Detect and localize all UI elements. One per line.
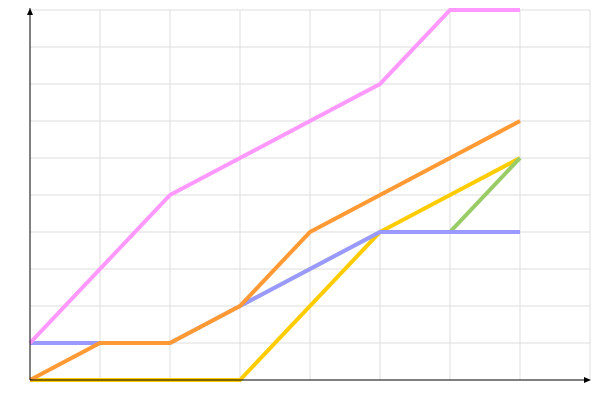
axes xyxy=(27,8,591,383)
y-axis-arrow-icon xyxy=(27,8,33,15)
series-line-1 xyxy=(30,156,522,345)
series-line-2 xyxy=(30,230,520,345)
x-axis-arrow-icon xyxy=(584,377,591,383)
grid xyxy=(30,9,591,380)
series-line-4 xyxy=(28,8,520,345)
series-line-3 xyxy=(29,119,521,382)
